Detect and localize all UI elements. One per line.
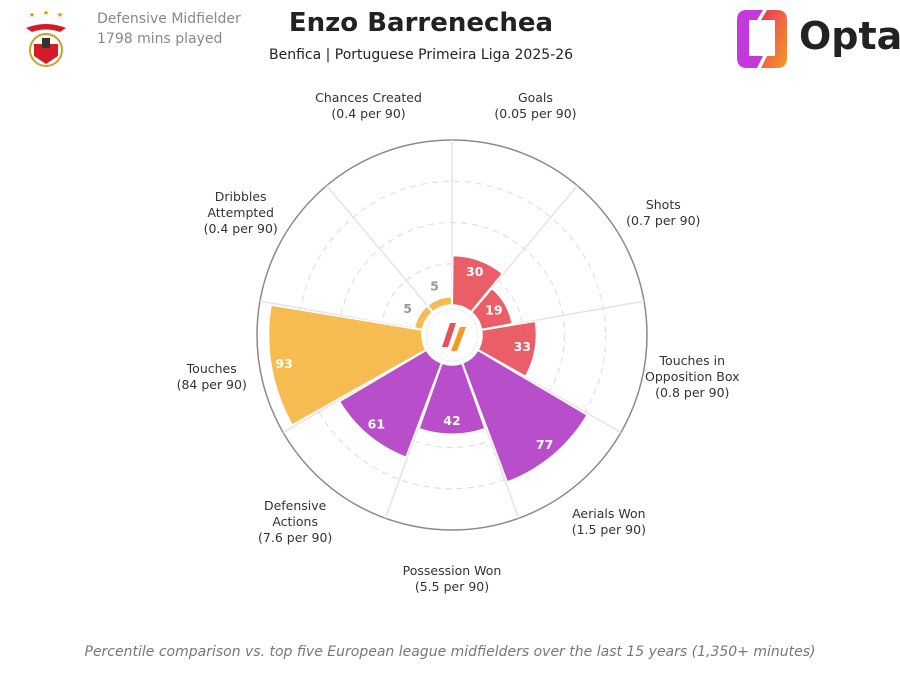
grid-ring — [297, 180, 607, 490]
bar — [413, 304, 434, 331]
category-label: Defensive Actions (7.6 per 90) — [245, 498, 345, 546]
category-label: Goals (0.05 per 90) — [475, 90, 595, 122]
per90-label: (0.8 per 90) — [655, 385, 730, 401]
value-label: 42 — [443, 413, 460, 428]
bar — [267, 304, 427, 427]
bar — [470, 287, 514, 331]
bar — [451, 254, 504, 313]
value-label: 77 — [536, 437, 553, 452]
center-icon — [442, 323, 456, 347]
per90-label: (5.5 per 90) — [414, 579, 490, 594]
category-name: Defensive Actions — [263, 497, 327, 529]
value-label: 5 — [403, 301, 412, 316]
per90-label: (0.4 per 90) — [331, 105, 406, 121]
per90-label: (7.6 per 90) — [258, 529, 333, 545]
category-label: Possession Won (5.5 per 90) — [382, 563, 522, 595]
category-label: Touches (84 per 90) — [157, 361, 267, 393]
bar — [477, 320, 538, 378]
value-label: 93 — [275, 356, 292, 371]
category-name: Aerials Won — [572, 505, 646, 521]
chart-title: Enzo Barrenechea — [288, 8, 554, 38]
category-name: Chances Created — [315, 89, 422, 105]
category-label: Chances Created (0.4 per 90) — [299, 90, 439, 122]
category-name: Shots — [645, 197, 681, 212]
category-name: Possession Won — [402, 563, 502, 578]
position: Defensive Midfielder — [97, 11, 241, 27]
category-name: Touches in Opposition Box — [645, 353, 740, 385]
bar — [426, 295, 453, 313]
bar — [338, 349, 443, 459]
center-icon — [451, 327, 466, 351]
per90-label: (84 per 90) — [176, 377, 247, 393]
per90-label: (0.7 per 90) — [626, 213, 701, 228]
per90-label: (0.4 per 90) — [203, 221, 278, 236]
category-label: Aerials Won (1.5 per 90) — [549, 506, 669, 538]
category-label: Shots (0.7 per 90) — [603, 197, 723, 229]
per90-label: (0.05 per 90) — [494, 105, 577, 121]
brand-name: Opta — [799, 14, 900, 58]
minutes: 1798 mins played — [97, 31, 223, 47]
bar — [418, 362, 486, 435]
chart-subtitle: Benfica | Portuguese Primeira Liga 2025-… — [268, 47, 574, 63]
bar — [461, 349, 589, 483]
per90-label: (1.5 per 90) — [571, 521, 646, 537]
category-label: Dribbles Attempted (0.4 per 90) — [191, 189, 291, 237]
category-name: Dribbles Attempted — [207, 189, 274, 220]
category-name: Goals — [517, 89, 553, 105]
value-label: 33 — [514, 339, 531, 354]
brand-logo — [737, 10, 787, 68]
value-label: 5 — [430, 278, 439, 293]
value-label: 61 — [368, 417, 385, 432]
value-label: 19 — [485, 302, 502, 317]
club-crest — [26, 10, 66, 67]
footnote: Percentile comparison vs. top five Europ… — [84, 644, 816, 660]
category-label: Touches in Opposition Box (0.8 per 90) — [632, 353, 752, 401]
value-label: 30 — [466, 264, 484, 279]
category-name: Touches — [186, 361, 237, 377]
